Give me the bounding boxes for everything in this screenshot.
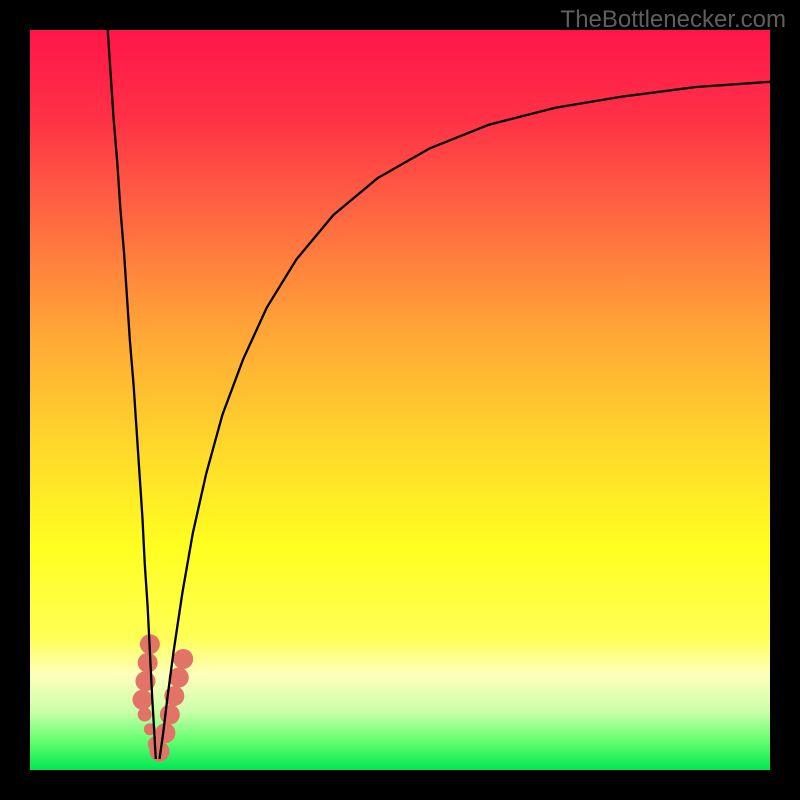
marker-dot bbox=[138, 653, 158, 673]
chart-root: TheBottlenecker.com bbox=[0, 0, 800, 800]
bottleneck-curve-chart bbox=[30, 30, 770, 770]
marker-dot bbox=[173, 649, 193, 669]
watermark-text: TheBottlenecker.com bbox=[561, 6, 786, 34]
marker-dot bbox=[155, 723, 175, 743]
plot-area bbox=[30, 30, 770, 770]
marker-dot bbox=[132, 690, 152, 710]
marker-dot bbox=[160, 705, 180, 725]
marker-dot bbox=[138, 708, 152, 722]
